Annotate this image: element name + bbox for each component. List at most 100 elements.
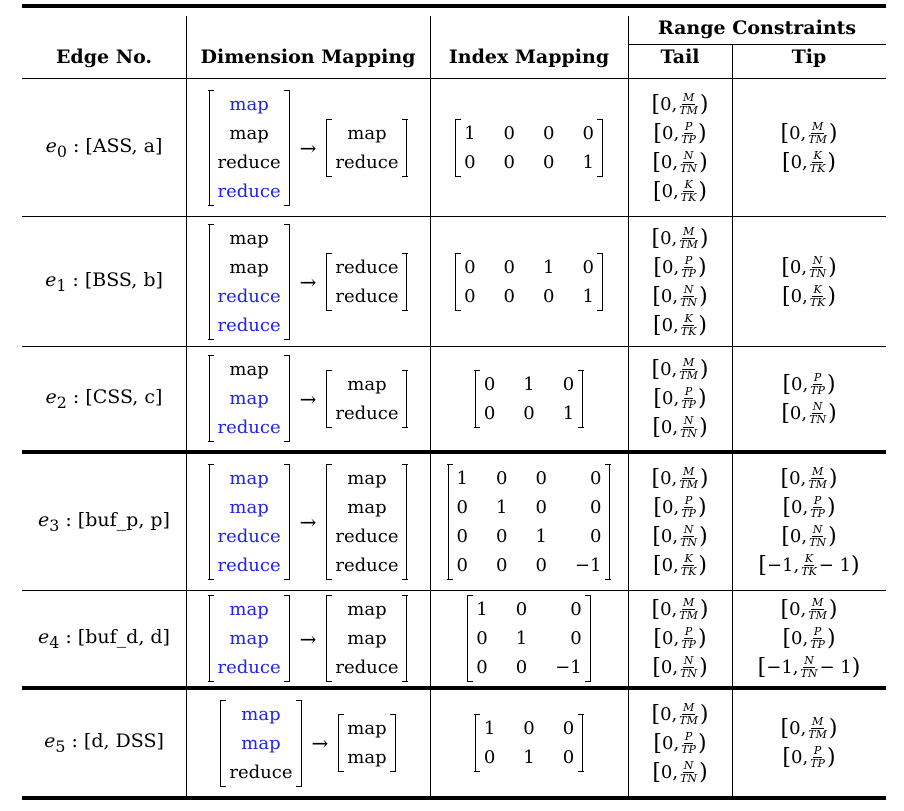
range-fraction: K TK: [810, 150, 826, 175]
tip-range-cell: [0, M TM)[0, K TK): [732, 80, 886, 216]
bracket-open: [: [780, 466, 790, 491]
fraction-numerator: N: [682, 282, 695, 297]
dimension-mapping-cell: map map reduce reduce → reduce reduce: [186, 217, 430, 346]
bracket-close: ): [699, 466, 709, 491]
row-rule-2: [22, 346, 886, 347]
target-dimension-vector: map map: [337, 714, 397, 772]
range-fraction: N TN: [680, 150, 697, 175]
edge-label: e4 : [buf_d, d]: [38, 626, 170, 652]
range-fraction: K TK: [681, 179, 697, 204]
fraction-numerator: M: [681, 596, 696, 610]
vector-entry: reduce: [229, 761, 293, 783]
tip-ranges: [0, M TM)[0, P TP)[−1, N TN − 1): [758, 595, 861, 682]
tail-ranges: [0, M TM)[0, P TP)[0, N TN): [652, 355, 709, 442]
range-item: [0, K TK): [782, 148, 836, 177]
bracket-open: [: [782, 495, 792, 520]
vector-entry: map: [229, 497, 269, 518]
vector-entry: map: [347, 468, 387, 489]
target-dimension-vector: map reduce: [325, 369, 409, 428]
matrix-entry: 0: [503, 123, 515, 144]
vector-entry: reduce: [217, 555, 281, 576]
bracket-close: ): [697, 626, 707, 651]
range-item: [0, P TP): [782, 370, 835, 399]
target-dimension-vector: map map reduce: [325, 595, 409, 682]
fraction-numerator: P: [812, 625, 823, 639]
index-matrix: 0 1 0 0 0 1: [474, 369, 585, 428]
bracket-close: ): [698, 179, 707, 204]
range-lower: 0,: [661, 555, 679, 576]
fraction-denominator: TP: [681, 742, 696, 756]
arrow-icon: →: [299, 626, 317, 651]
vector-entry: reduce: [217, 285, 281, 307]
target-dimension-vector: map reduce: [325, 119, 409, 177]
range-fraction: M TM: [808, 466, 827, 491]
matrix-entry: 1: [543, 256, 555, 278]
range-lower: 0,: [791, 747, 809, 768]
matrix-entry: 0: [535, 468, 547, 489]
fraction-denominator: TM: [808, 478, 827, 491]
fraction-denominator: TM: [808, 609, 827, 622]
fraction-denominator: TN: [809, 412, 827, 426]
range-fraction: K TK: [681, 553, 697, 578]
fraction-numerator: M: [681, 91, 696, 105]
matrix-entry: 0: [496, 468, 508, 489]
matrix-entry: 0: [464, 152, 476, 173]
dimension-mapping-cell: map map reduce → map reduce: [186, 347, 430, 450]
col-divider-4: [732, 45, 733, 796]
bracket-close: ): [699, 150, 708, 175]
edge-symbol: e: [38, 509, 50, 532]
edge-cell: e4 : [buf_d, d]: [22, 591, 186, 686]
bracket-open: [: [652, 415, 661, 440]
range-fraction: M TM: [679, 466, 698, 491]
fraction-numerator: P: [683, 625, 694, 639]
range-lower: 0,: [660, 285, 679, 307]
vector-entry: map: [229, 388, 269, 409]
vector-entry: map: [229, 123, 269, 144]
range-lower: 0,: [660, 468, 678, 489]
range-fraction: N TN: [809, 400, 827, 426]
bracket-close: ): [826, 745, 836, 770]
range-lower: 0,: [660, 761, 679, 783]
range-lower: 0,: [660, 526, 679, 547]
bracket-open: [: [780, 121, 790, 146]
range-item: [0, M TM): [652, 464, 709, 493]
bracket-open: [: [653, 495, 663, 520]
vector-entry: map: [347, 123, 387, 144]
matrix-entry: 0: [483, 373, 496, 395]
range-item: [0, P TP): [653, 253, 706, 282]
tail-ranges: [0, M TM)[0, P TP)[0, N TN)[0, K TK): [652, 464, 709, 580]
bracket-close: ): [827, 150, 836, 175]
bracket-open: [: [652, 759, 661, 785]
index-mapping-cell: 1 0 0 0 0 1 0 0 0 0 1 0 0 0 0 −1: [430, 454, 628, 590]
fraction-numerator: P: [812, 494, 823, 508]
col-divider-2: [430, 16, 431, 796]
bracket-close: ): [828, 400, 837, 426]
vector-entry: reduce: [217, 657, 281, 678]
fraction-denominator: TP: [810, 757, 825, 770]
target-dimension-vector: reduce reduce: [325, 252, 409, 311]
bracket-close: ): [851, 655, 861, 680]
vector-entry: map: [229, 468, 269, 489]
range-lower: 0,: [660, 417, 679, 438]
range-lower: 0,: [662, 256, 680, 278]
fraction-denominator: TN: [680, 427, 698, 440]
range-item: [0, P TP): [782, 624, 835, 653]
vector-entry: reduce: [217, 526, 281, 547]
fraction-denominator: TM: [679, 237, 698, 251]
vector-entry: reduce: [335, 526, 399, 547]
range-subrule: [628, 44, 886, 45]
vector-entry: reduce: [335, 402, 399, 424]
range-lower: 0,: [791, 497, 809, 518]
range-lower: 0,: [662, 123, 680, 144]
fraction-numerator: N: [811, 253, 824, 268]
range-fraction: M TM: [808, 716, 827, 741]
tip-ranges: [0, P TP)[0, N TN): [781, 370, 836, 428]
bracket-open: [: [651, 225, 661, 251]
range-lower: 0,: [789, 256, 808, 278]
range-fraction: M TM: [808, 121, 827, 146]
vector-entry: map: [347, 747, 387, 768]
vector-entry: map: [229, 359, 269, 380]
range-lower: 0,: [790, 152, 808, 173]
fraction-numerator: M: [681, 465, 696, 479]
vector-entry: map: [229, 599, 269, 620]
